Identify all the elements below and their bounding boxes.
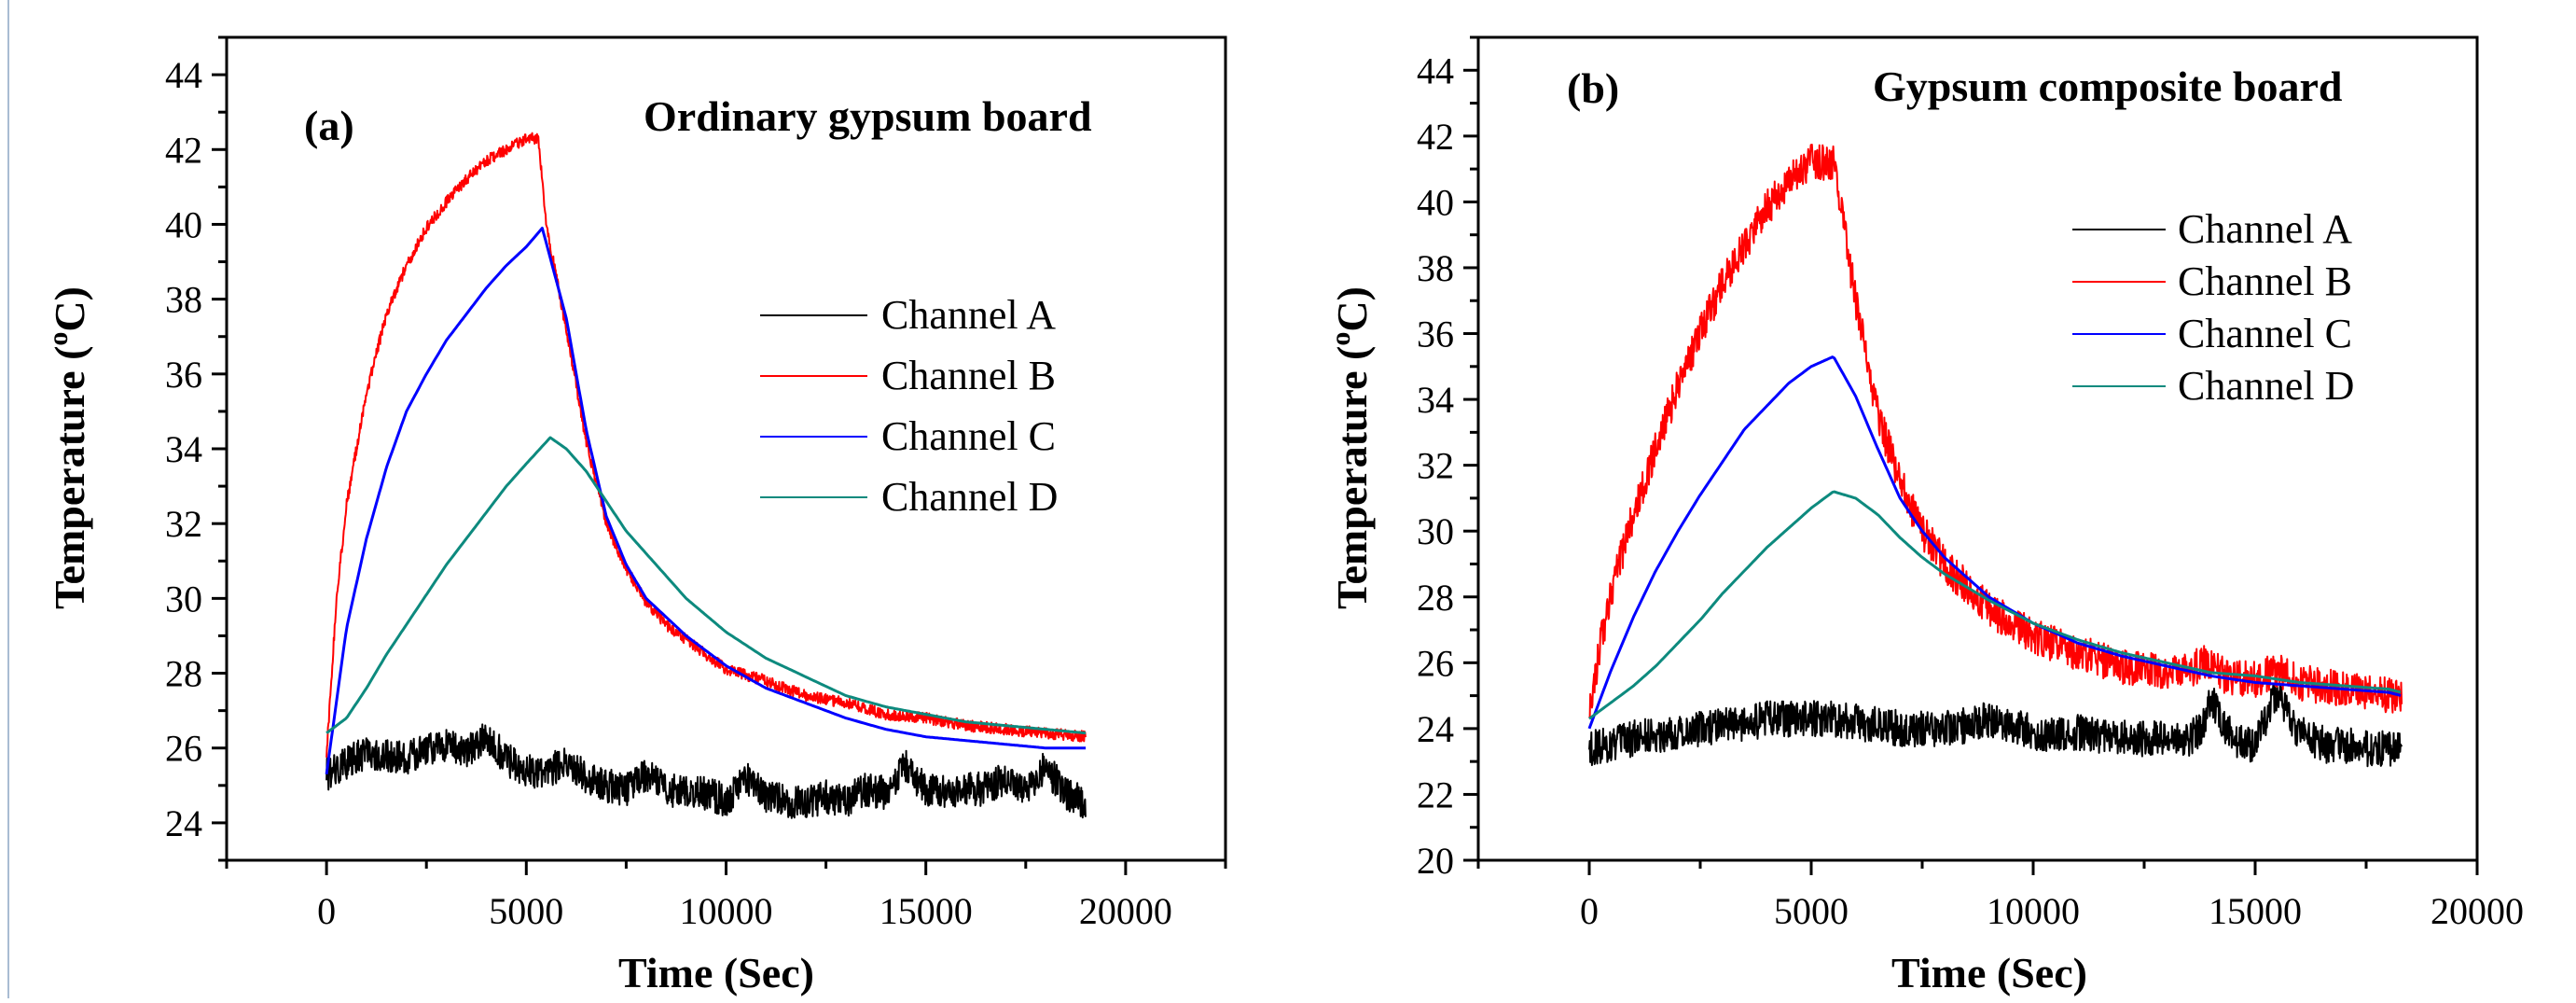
y-tick-label: 32: [165, 503, 202, 545]
y-tick-label: 36: [1417, 313, 1454, 355]
x-tick-label: 5000: [1774, 890, 1849, 932]
y-tick-label: 44: [165, 54, 202, 96]
y-tick-label: 28: [165, 653, 202, 695]
y-tick-label: 20: [1417, 840, 1454, 882]
legend-label: Channel C: [881, 413, 1056, 459]
x-axis-title: Time (Sec): [618, 949, 814, 996]
series-line-channel-a: [1588, 680, 2403, 768]
series-line-channel-c: [1587, 355, 2402, 730]
y-axis-title: Temperature (oC): [1325, 286, 1376, 609]
chart-panel-b: 0 5000 10000 15000 20000 20 22 24 26 28 30 32 34 36 38…: [1325, 35, 2524, 996]
y-axis-title-superscript: o: [43, 332, 74, 346]
plot-frame: [1476, 35, 2479, 862]
legend-label: Channel D: [2178, 363, 2354, 409]
x-tick-label: 15000: [879, 890, 973, 932]
series-line-channel-b: [1588, 144, 2403, 719]
y-tick-label: 30: [1417, 510, 1454, 552]
panel-title: Ordinary gypsum board: [644, 92, 1092, 140]
x-tick-label: 5000: [489, 890, 563, 932]
x-tick-label: 10000: [680, 890, 773, 932]
x-tick-label: 15000: [2209, 890, 2302, 932]
legend-label: Channel A: [881, 292, 1056, 338]
y-tick-label: 32: [1417, 445, 1454, 487]
page-edge-rule: [7, 0, 9, 998]
y-axis-title-superscript: o: [1325, 332, 1356, 346]
y-axis-title-unit: C): [1328, 286, 1376, 332]
chart-panel-a: 0 5000 10000 15000 20000 24 26 28 30 32 34 36 38 40 42…: [43, 35, 1227, 996]
series-line-channel-a: [325, 723, 1087, 819]
legend-label: Channel C: [2178, 311, 2352, 356]
y-tick-label: 24: [165, 802, 202, 844]
series-line-channel-b: [325, 132, 1087, 758]
y-tick-label: 42: [1417, 116, 1454, 158]
y-tick-label: 36: [165, 354, 202, 396]
y-tick-label: 38: [1417, 247, 1454, 289]
panel-tag: (b): [1567, 64, 1619, 112]
legend-label: Channel B: [2178, 258, 2352, 304]
y-tick-label: 44: [1417, 49, 1454, 91]
x-tick-label: 20000: [1079, 890, 1172, 932]
y-tick-label: 40: [165, 203, 202, 245]
y-tick-label: 34: [165, 428, 202, 470]
series-line-channel-d: [1588, 490, 2402, 720]
y-tick-label: 28: [1417, 577, 1454, 619]
y-axis-title-main: Temperature (: [46, 346, 93, 609]
legend-label: Channel D: [881, 474, 1058, 520]
y-tick-label: 26: [165, 728, 202, 770]
x-tick-label: 0: [1580, 890, 1599, 932]
y-tick-label: 42: [165, 129, 202, 171]
series-line-channel-d: [325, 436, 1087, 735]
x-axis-title: Time (Sec): [1891, 949, 2087, 996]
y-axis-title-unit: C): [46, 286, 93, 332]
y-axis-title-main: Temperature (: [1328, 346, 1376, 609]
series-line-channel-c: [325, 227, 1087, 775]
x-tick-label: 0: [317, 890, 336, 932]
panel-tag: (a): [304, 102, 354, 149]
y-tick-label: 22: [1417, 773, 1454, 815]
panel-title: Gypsum composite board: [1873, 63, 2343, 110]
x-tick-label: 10000: [1987, 890, 2080, 932]
y-tick-label: 24: [1417, 708, 1454, 750]
x-tick-label: 20000: [2431, 890, 2524, 932]
y-tick-label: 30: [165, 578, 202, 620]
legend-label: Channel B: [881, 353, 1056, 398]
y-axis-title: Temperature (oC): [43, 286, 93, 609]
legend-label: Channel A: [2178, 206, 2352, 252]
y-tick-label: 40: [1417, 181, 1454, 223]
y-tick-label: 38: [165, 279, 202, 321]
y-tick-label: 34: [1417, 379, 1454, 421]
y-tick-label: 26: [1417, 642, 1454, 684]
